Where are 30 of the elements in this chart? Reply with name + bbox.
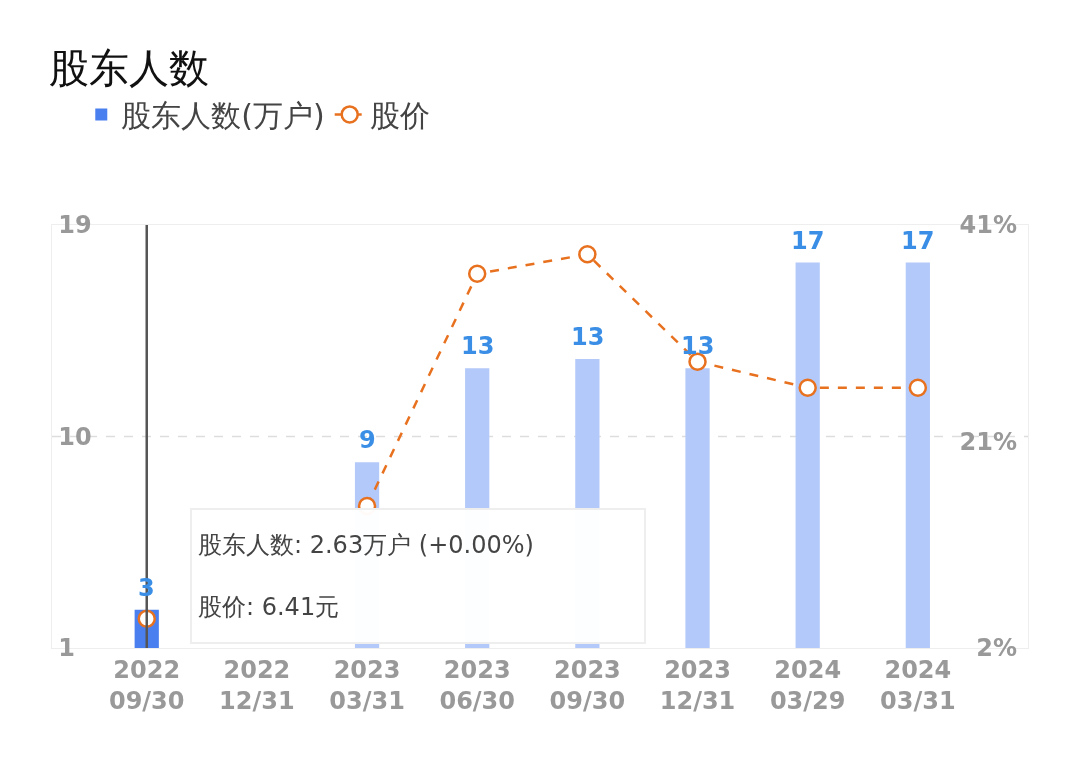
x-tick-label: 2023 03/31 [329, 655, 405, 715]
point [578, 245, 597, 264]
data-label: 17 [901, 227, 935, 255]
data-label: 9 [359, 426, 376, 454]
point [467, 264, 487, 284]
y2-tick-label: 21% [959, 428, 1017, 457]
x-tick-label: 2022 09/30 [108, 655, 185, 715]
point [908, 378, 928, 397]
x-tick-label: 2024 03/31 [880, 655, 956, 715]
legend-label: 股价 [369, 98, 430, 134]
y-tick-label: 10 [58, 422, 92, 451]
point [798, 378, 817, 397]
chart-title: 股东人数 [48, 45, 209, 92]
legend-label: 股东人数(万户) [121, 98, 325, 134]
tooltip: 股东人数: 2.63万户 (+0.00%) 股价: 6.41元 [190, 508, 646, 644]
x-tick-label: 2022 12/31 [219, 655, 295, 715]
x-tick-label: 2024 03/29 [769, 655, 846, 715]
x-tick-label: 2023 12/31 [659, 655, 736, 715]
y-tick-label: 1 [58, 634, 75, 663]
x-tick-label: 2023 06/30 [439, 655, 515, 715]
annotation: 股价: 6.41元 [198, 593, 340, 622]
annotation: 股东人数: 2.63万户 (+0.00%) [198, 530, 534, 559]
y2-tick-label: 41% [959, 211, 1017, 240]
data-label: 13 [571, 323, 605, 351]
y-tick-label: 19 [58, 211, 92, 240]
data-label: 17 [791, 227, 825, 255]
y2-tick-label: 2% [976, 634, 1017, 663]
data-label: 13 [681, 332, 715, 360]
x-tick-label: 2023 09/30 [549, 655, 626, 715]
data-label: 13 [461, 332, 495, 360]
